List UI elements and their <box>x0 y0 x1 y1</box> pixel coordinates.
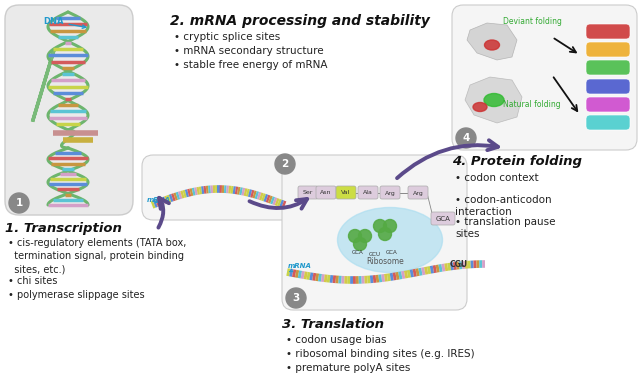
Text: 3: 3 <box>292 293 300 303</box>
FancyBboxPatch shape <box>358 186 378 199</box>
Text: GCA: GCA <box>352 250 364 255</box>
Text: Asn: Asn <box>320 190 332 195</box>
Circle shape <box>379 227 392 240</box>
Text: Arg: Arg <box>413 190 423 195</box>
Circle shape <box>383 220 397 232</box>
Text: • translation pause
sites: • translation pause sites <box>455 217 555 239</box>
Text: • stable free energy of mRNA: • stable free energy of mRNA <box>174 60 327 70</box>
Text: • ribosomal binding sites (e.g. IRES): • ribosomal binding sites (e.g. IRES) <box>286 349 474 359</box>
Text: Natural folding: Natural folding <box>503 100 561 109</box>
Circle shape <box>9 193 29 213</box>
Text: GCA: GCA <box>386 250 398 255</box>
FancyBboxPatch shape <box>431 212 455 225</box>
Text: • codon context: • codon context <box>455 173 539 183</box>
FancyBboxPatch shape <box>298 186 318 199</box>
Circle shape <box>354 237 367 250</box>
Text: Val: Val <box>342 190 351 195</box>
Text: 1. Transcription: 1. Transcription <box>5 222 122 235</box>
Circle shape <box>286 288 306 308</box>
Text: 3. Translation: 3. Translation <box>282 318 384 331</box>
FancyBboxPatch shape <box>142 155 297 220</box>
Polygon shape <box>465 77 522 123</box>
FancyBboxPatch shape <box>336 186 356 199</box>
Text: 4. Protein folding: 4. Protein folding <box>452 155 582 168</box>
Polygon shape <box>467 23 517 60</box>
Text: 1: 1 <box>15 198 22 208</box>
FancyBboxPatch shape <box>282 155 467 310</box>
Text: Deviant folding: Deviant folding <box>503 17 562 26</box>
Text: CGU: CGU <box>450 260 468 269</box>
Text: • premature polyA sites: • premature polyA sites <box>286 363 410 373</box>
FancyBboxPatch shape <box>586 97 630 112</box>
FancyBboxPatch shape <box>586 42 630 57</box>
Circle shape <box>374 220 386 232</box>
Text: • polymerase slippage sites: • polymerase slippage sites <box>8 290 144 300</box>
Text: • mRNA secondary structure: • mRNA secondary structure <box>174 46 324 56</box>
FancyBboxPatch shape <box>586 60 630 75</box>
FancyBboxPatch shape <box>586 79 630 94</box>
FancyBboxPatch shape <box>5 5 133 215</box>
FancyBboxPatch shape <box>586 115 630 130</box>
Text: Arg: Arg <box>385 190 395 195</box>
FancyBboxPatch shape <box>586 24 630 39</box>
Text: 2: 2 <box>281 159 289 169</box>
Text: Ala: Ala <box>363 190 373 195</box>
Text: 4: 4 <box>462 133 470 143</box>
Text: • cis-regulatory elements (TATA box,
  termination signal, protein binding
  sit: • cis-regulatory elements (TATA box, ter… <box>8 238 186 275</box>
FancyBboxPatch shape <box>380 186 400 199</box>
Ellipse shape <box>473 103 487 111</box>
Text: 2. mRNA processing and stability: 2. mRNA processing and stability <box>170 14 430 28</box>
Text: Ser: Ser <box>303 190 313 195</box>
FancyBboxPatch shape <box>408 186 428 199</box>
Circle shape <box>456 128 476 148</box>
Text: GCU: GCU <box>369 253 381 258</box>
Text: mRNA: mRNA <box>288 263 312 272</box>
Text: DNA: DNA <box>43 17 86 28</box>
Text: Ribosome: Ribosome <box>366 258 404 266</box>
Text: • codon usage bias: • codon usage bias <box>286 335 386 345</box>
FancyBboxPatch shape <box>452 5 637 150</box>
Text: GCA: GCA <box>435 216 451 222</box>
FancyBboxPatch shape <box>316 186 336 199</box>
Text: mRNA: mRNA <box>147 197 171 203</box>
Ellipse shape <box>484 93 504 106</box>
Ellipse shape <box>485 40 499 50</box>
Ellipse shape <box>338 207 442 273</box>
Text: • chi sites: • chi sites <box>8 276 57 286</box>
Circle shape <box>349 230 361 243</box>
Circle shape <box>358 230 372 243</box>
Text: • codon-anticodon
interaction: • codon-anticodon interaction <box>455 195 551 217</box>
Circle shape <box>275 154 295 174</box>
Text: • cryptic splice sites: • cryptic splice sites <box>174 32 281 42</box>
